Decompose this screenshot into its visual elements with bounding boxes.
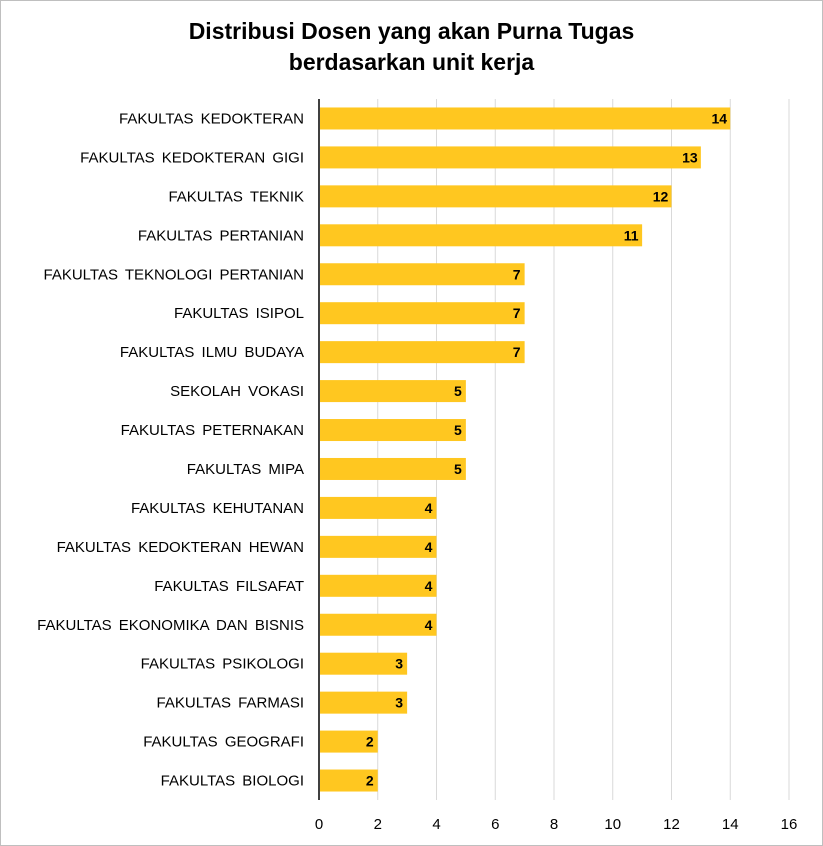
bar-16 [319, 691, 408, 714]
gridlines [377, 99, 790, 800]
category-label-4: FAKULTAS PERTANIAN [138, 227, 304, 244]
data-label-11: 4 [425, 500, 433, 516]
data-label-17: 2 [366, 734, 374, 750]
category-label-18: FAKULTAS BIOLOGI [161, 773, 304, 790]
data-label-8: 5 [454, 383, 462, 399]
x-tick-label-2: 2 [374, 816, 382, 833]
data-label-10: 5 [454, 461, 462, 477]
bar-15 [319, 652, 408, 675]
category-label-14: FAKULTAS EKONOMIKA DAN BISNIS [37, 617, 304, 634]
category-label-6: FAKULTAS ISIPOL [174, 305, 304, 322]
bar-18 [319, 769, 378, 792]
data-label-18: 2 [366, 773, 374, 789]
x-tick-label-14: 14 [722, 816, 739, 833]
bar-5 [319, 263, 525, 286]
data-label-1: 14 [711, 110, 727, 126]
bar-14 [319, 613, 437, 636]
category-label-11: FAKULTAS KEHUTANAN [131, 500, 304, 517]
data-label-3: 12 [653, 188, 669, 204]
x-tick-label-10: 10 [604, 816, 621, 833]
bar-12 [319, 535, 437, 558]
data-label-2: 13 [682, 149, 698, 165]
category-label-17: FAKULTAS GEOGRAFI [143, 734, 304, 751]
data-label-5: 7 [513, 266, 521, 282]
bar-7 [319, 341, 525, 364]
data-label-9: 5 [454, 422, 462, 438]
x-tick-label-4: 4 [432, 816, 440, 833]
bar-11 [319, 496, 437, 519]
data-label-12: 4 [425, 539, 433, 555]
data-label-6: 7 [513, 305, 521, 321]
data-label-14: 4 [425, 617, 433, 633]
chart-title-line-2: berdasarkan unit kerja [288, 49, 535, 75]
category-label-13: FAKULTAS FILSAFAT [154, 578, 304, 595]
data-label-16: 3 [395, 695, 403, 711]
x-tick-label-8: 8 [550, 816, 558, 833]
bar-13 [319, 574, 437, 597]
labels: 0 2 4 6 8 10 12 14 16 FAKULTAS KEDOKTERAN 14 FAKULT… [37, 110, 797, 833]
category-label-2: FAKULTAS KEDOKTERAN GIGI [80, 149, 304, 166]
category-label-9: FAKULTAS PETERNAKAN [121, 422, 304, 439]
data-label-7: 7 [513, 344, 521, 360]
data-label-4: 11 [624, 227, 639, 243]
category-label-16: FAKULTAS FARMASI [157, 695, 304, 712]
bar-3 [319, 185, 672, 208]
category-label-10: FAKULTAS MIPA [187, 461, 304, 478]
bar-6 [319, 302, 525, 325]
x-tick-label-0: 0 [315, 816, 323, 833]
data-label-13: 4 [425, 578, 433, 594]
category-label-8: SEKOLAH VOKASI [170, 383, 304, 400]
category-label-5: FAKULTAS TEKNOLOGI PERTANIAN [43, 266, 304, 283]
x-tick-label-16: 16 [781, 816, 798, 833]
category-label-7: FAKULTAS ILMU BUDAYA [120, 344, 304, 361]
chart-title-line-1: Distribusi Dosen yang akan Purna Tugas [188, 18, 635, 44]
data-label-15: 3 [395, 656, 403, 672]
bar-9 [319, 419, 466, 442]
category-label-1: FAKULTAS KEDOKTERAN [119, 110, 304, 127]
x-tick-label-12: 12 [663, 816, 680, 833]
category-label-12: FAKULTAS KEDOKTERAN HEWAN [57, 539, 304, 556]
category-label-3: FAKULTAS TEKNIK [168, 188, 304, 205]
bar-8 [319, 380, 466, 403]
bars [319, 107, 731, 792]
category-label-15: FAKULTAS PSIKOLOGI [141, 656, 304, 673]
bar-4 [319, 224, 643, 247]
bar-17 [319, 730, 378, 753]
bar-10 [319, 457, 466, 480]
bar-2 [319, 146, 701, 169]
x-tick-label-6: 6 [491, 816, 499, 833]
bar-1 [319, 107, 731, 130]
